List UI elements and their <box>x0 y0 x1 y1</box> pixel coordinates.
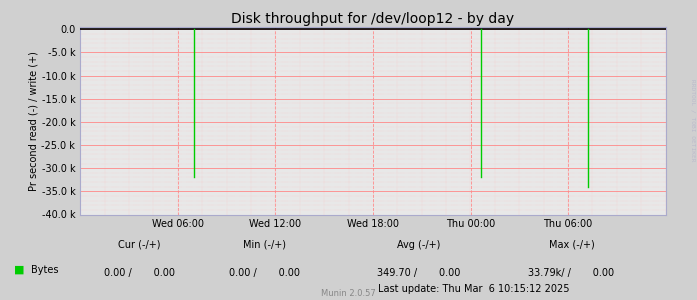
Title: Disk throughput for /dev/loop12 - by day: Disk throughput for /dev/loop12 - by day <box>231 12 514 26</box>
Text: Cur (-/+): Cur (-/+) <box>118 239 160 250</box>
Text: 33.79k/ /       0.00: 33.79k/ / 0.00 <box>528 268 615 278</box>
Text: Min (-/+): Min (-/+) <box>243 239 286 250</box>
Text: RRDTOOL / TOBI OETIKER: RRDTOOL / TOBI OETIKER <box>691 79 696 161</box>
Text: Bytes: Bytes <box>31 265 59 275</box>
Text: 0.00 /       0.00: 0.00 / 0.00 <box>104 268 175 278</box>
Text: 349.70 /       0.00: 349.70 / 0.00 <box>376 268 460 278</box>
Text: Avg (-/+): Avg (-/+) <box>397 239 440 250</box>
Text: Max (-/+): Max (-/+) <box>549 239 595 250</box>
Text: Munin 2.0.57: Munin 2.0.57 <box>321 290 376 298</box>
Text: 0.00 /       0.00: 0.00 / 0.00 <box>229 268 300 278</box>
Text: Last update: Thu Mar  6 10:15:12 2025: Last update: Thu Mar 6 10:15:12 2025 <box>378 284 569 295</box>
Y-axis label: Pr second read (-) / write (+): Pr second read (-) / write (+) <box>29 51 38 191</box>
Text: ■: ■ <box>14 265 24 275</box>
